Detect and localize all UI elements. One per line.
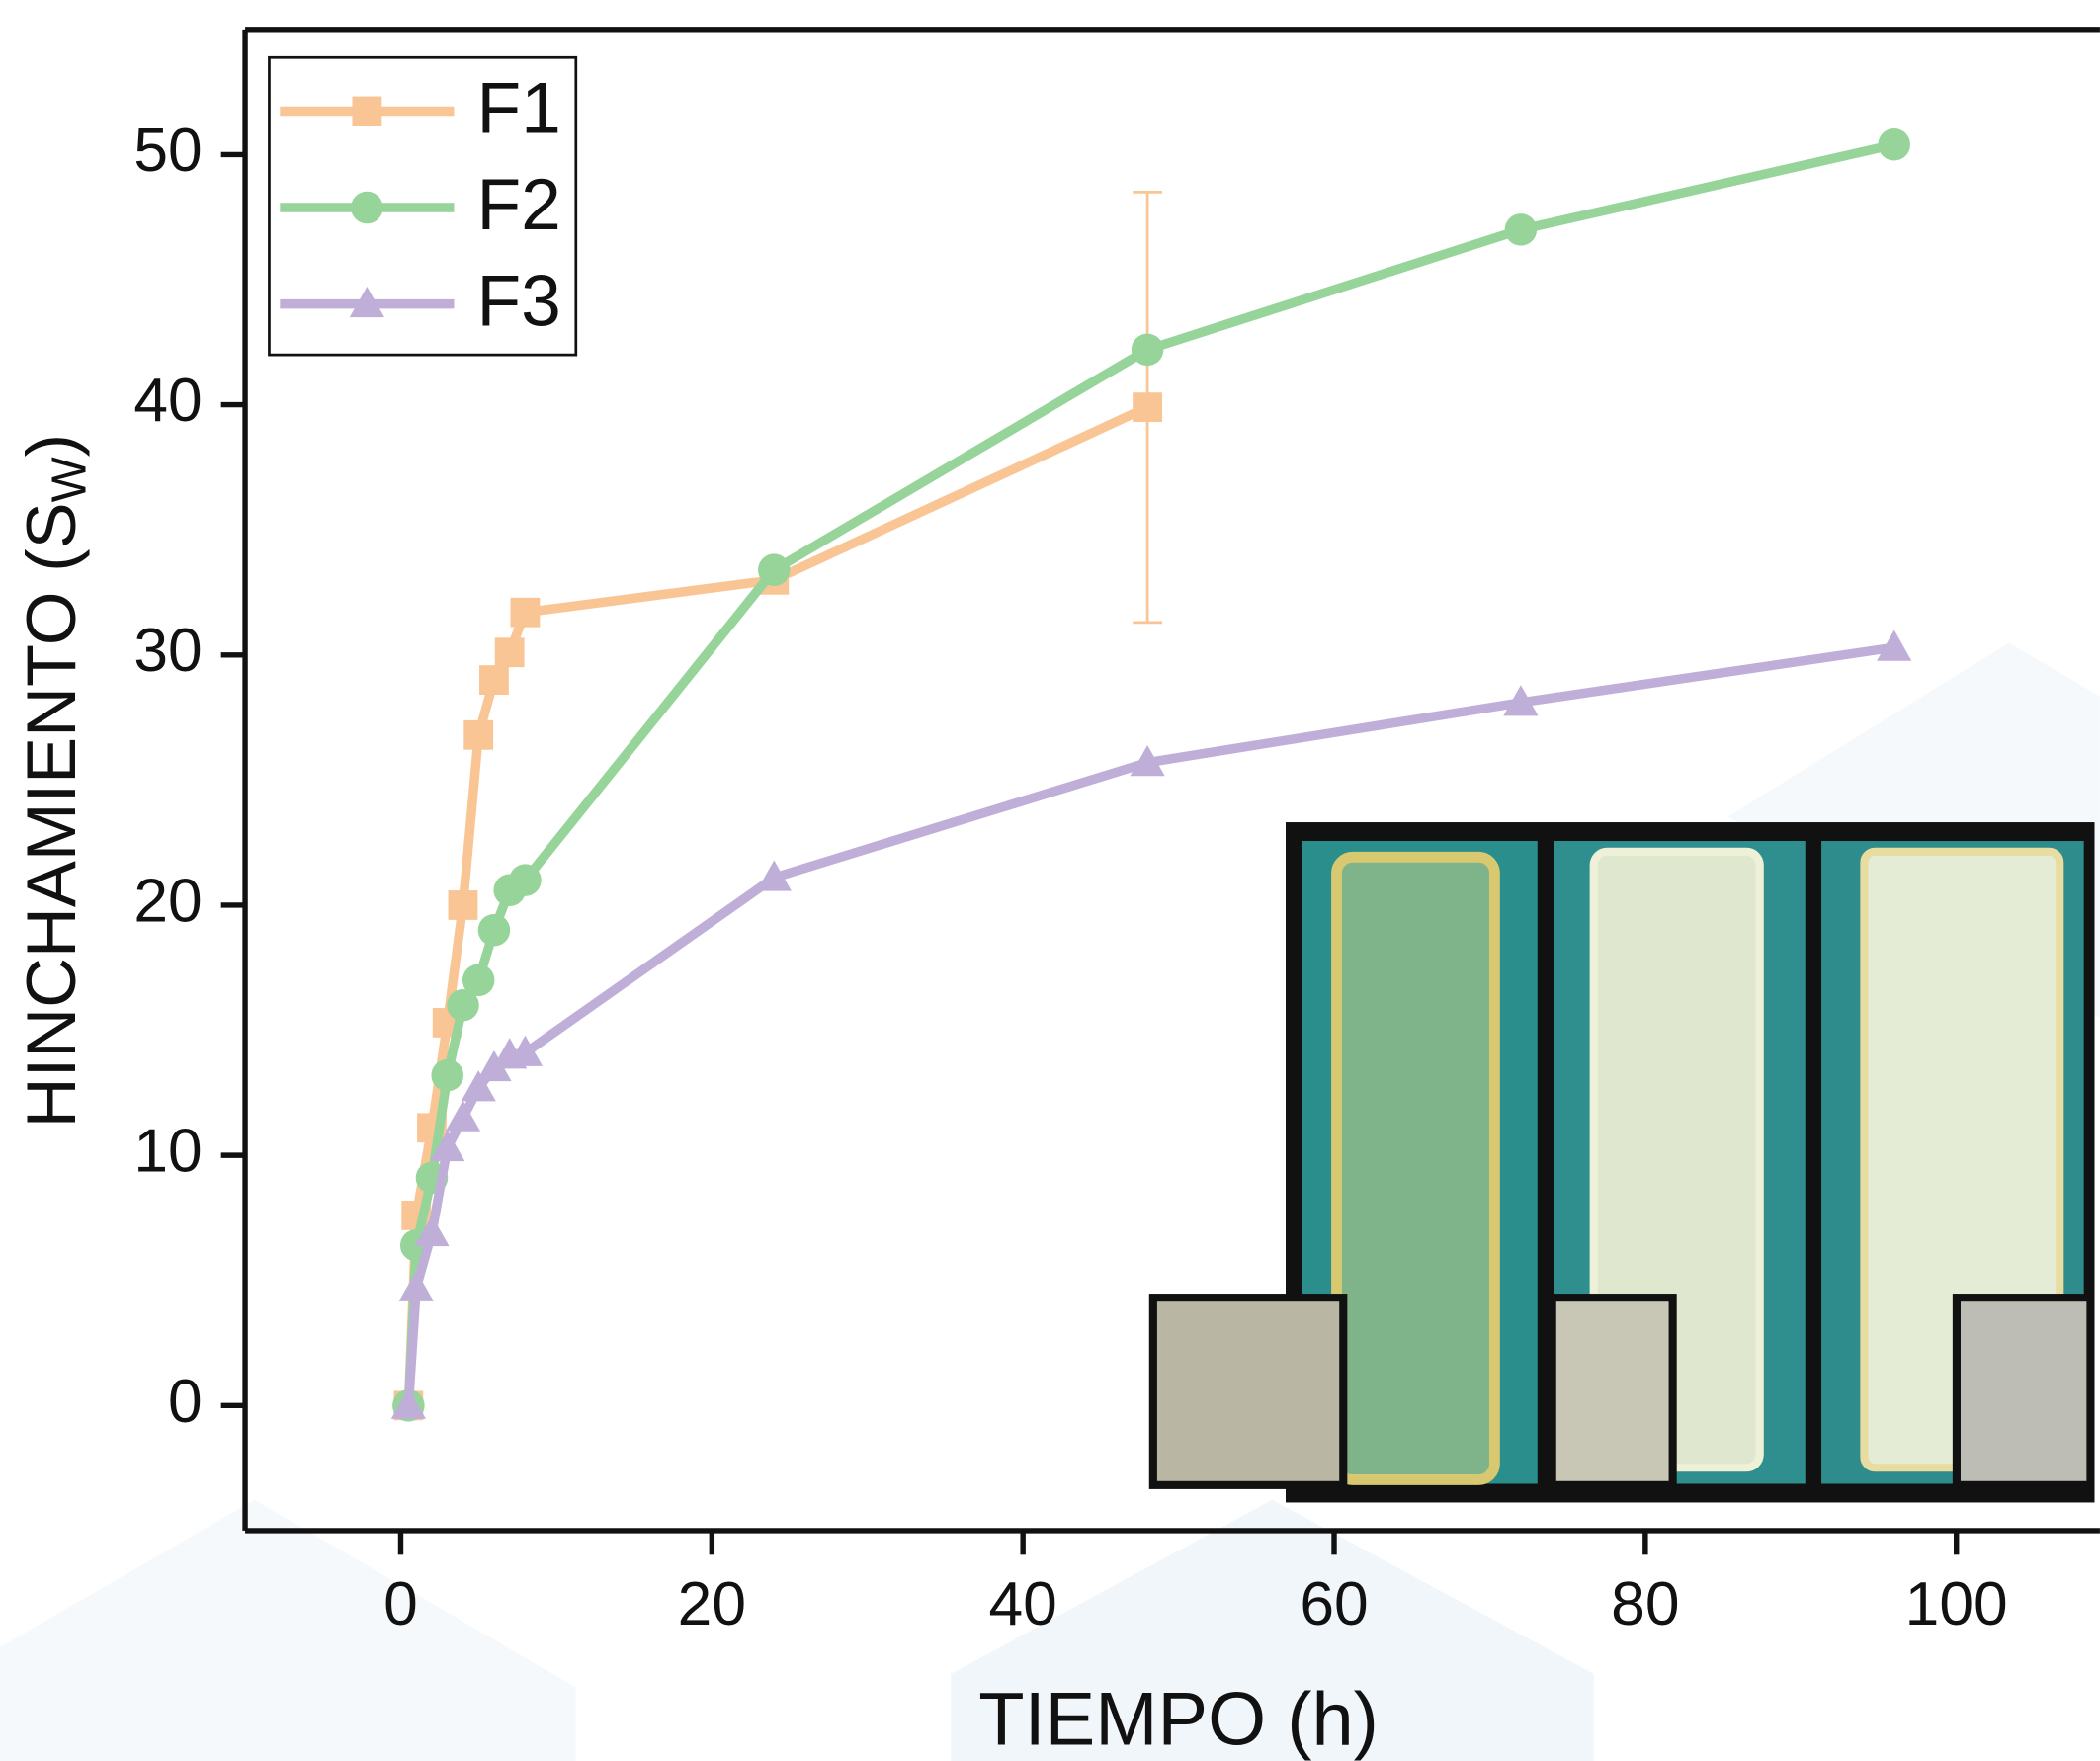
- marker: [1131, 333, 1164, 367]
- x-tick-label: 0: [383, 1570, 418, 1638]
- legend-marker: [351, 191, 383, 224]
- legend-label: F2: [477, 164, 561, 245]
- marker: [463, 719, 494, 750]
- y-tick-label: 0: [168, 1368, 203, 1436]
- y-tick-label: 10: [133, 1118, 202, 1186]
- legend-marker: [349, 286, 384, 318]
- y-axis-label-main: HINCHAMIENTO (S: [12, 502, 90, 1128]
- marker: [430, 1130, 465, 1162]
- marker: [758, 553, 791, 586]
- x-tick-label: 40: [989, 1570, 1057, 1638]
- marker: [509, 864, 542, 896]
- series-0: [393, 191, 1163, 1421]
- x-tick-label: 100: [1905, 1570, 2008, 1638]
- legend-label: F1: [477, 68, 561, 149]
- x-axis-label: TIEMPO (h): [978, 1677, 1379, 1761]
- marker: [447, 988, 479, 1022]
- legend-marker: [352, 96, 382, 126]
- y-tick-label: 30: [133, 617, 202, 685]
- marker: [756, 860, 792, 891]
- y-tick-label: 40: [133, 367, 202, 435]
- marker: [390, 1387, 426, 1419]
- marker: [510, 597, 541, 628]
- marker: [479, 665, 509, 695]
- legend-label: F3: [477, 261, 561, 342]
- marker: [414, 1216, 450, 1247]
- x-tick-label: 80: [1611, 1570, 1679, 1638]
- marker: [462, 964, 495, 997]
- series-2: [390, 629, 1912, 1419]
- x-tick-label: 60: [1300, 1570, 1368, 1638]
- marker: [1878, 128, 1910, 161]
- y-tick-label: 50: [133, 117, 202, 185]
- marker: [507, 1035, 544, 1066]
- marker: [494, 637, 525, 668]
- y-axis-label: HINCHAMIENTO (SW): [12, 434, 97, 1128]
- marker: [448, 890, 478, 920]
- marker: [398, 1270, 434, 1301]
- marker: [477, 914, 511, 947]
- y-tick-label: 20: [133, 867, 202, 935]
- x-tick-label: 20: [678, 1570, 746, 1638]
- marker: [461, 1070, 496, 1102]
- marker: [1504, 213, 1538, 246]
- marker: [1133, 392, 1163, 423]
- y-axis-label-end: ): [12, 434, 90, 457]
- y-axis-label-sub: W: [42, 457, 96, 502]
- marker: [431, 1058, 463, 1092]
- marker: [1130, 745, 1165, 777]
- marker: [1503, 685, 1539, 716]
- photo-inset: [1148, 822, 2095, 1503]
- marker: [1877, 629, 1912, 661]
- marker: [445, 1100, 481, 1132]
